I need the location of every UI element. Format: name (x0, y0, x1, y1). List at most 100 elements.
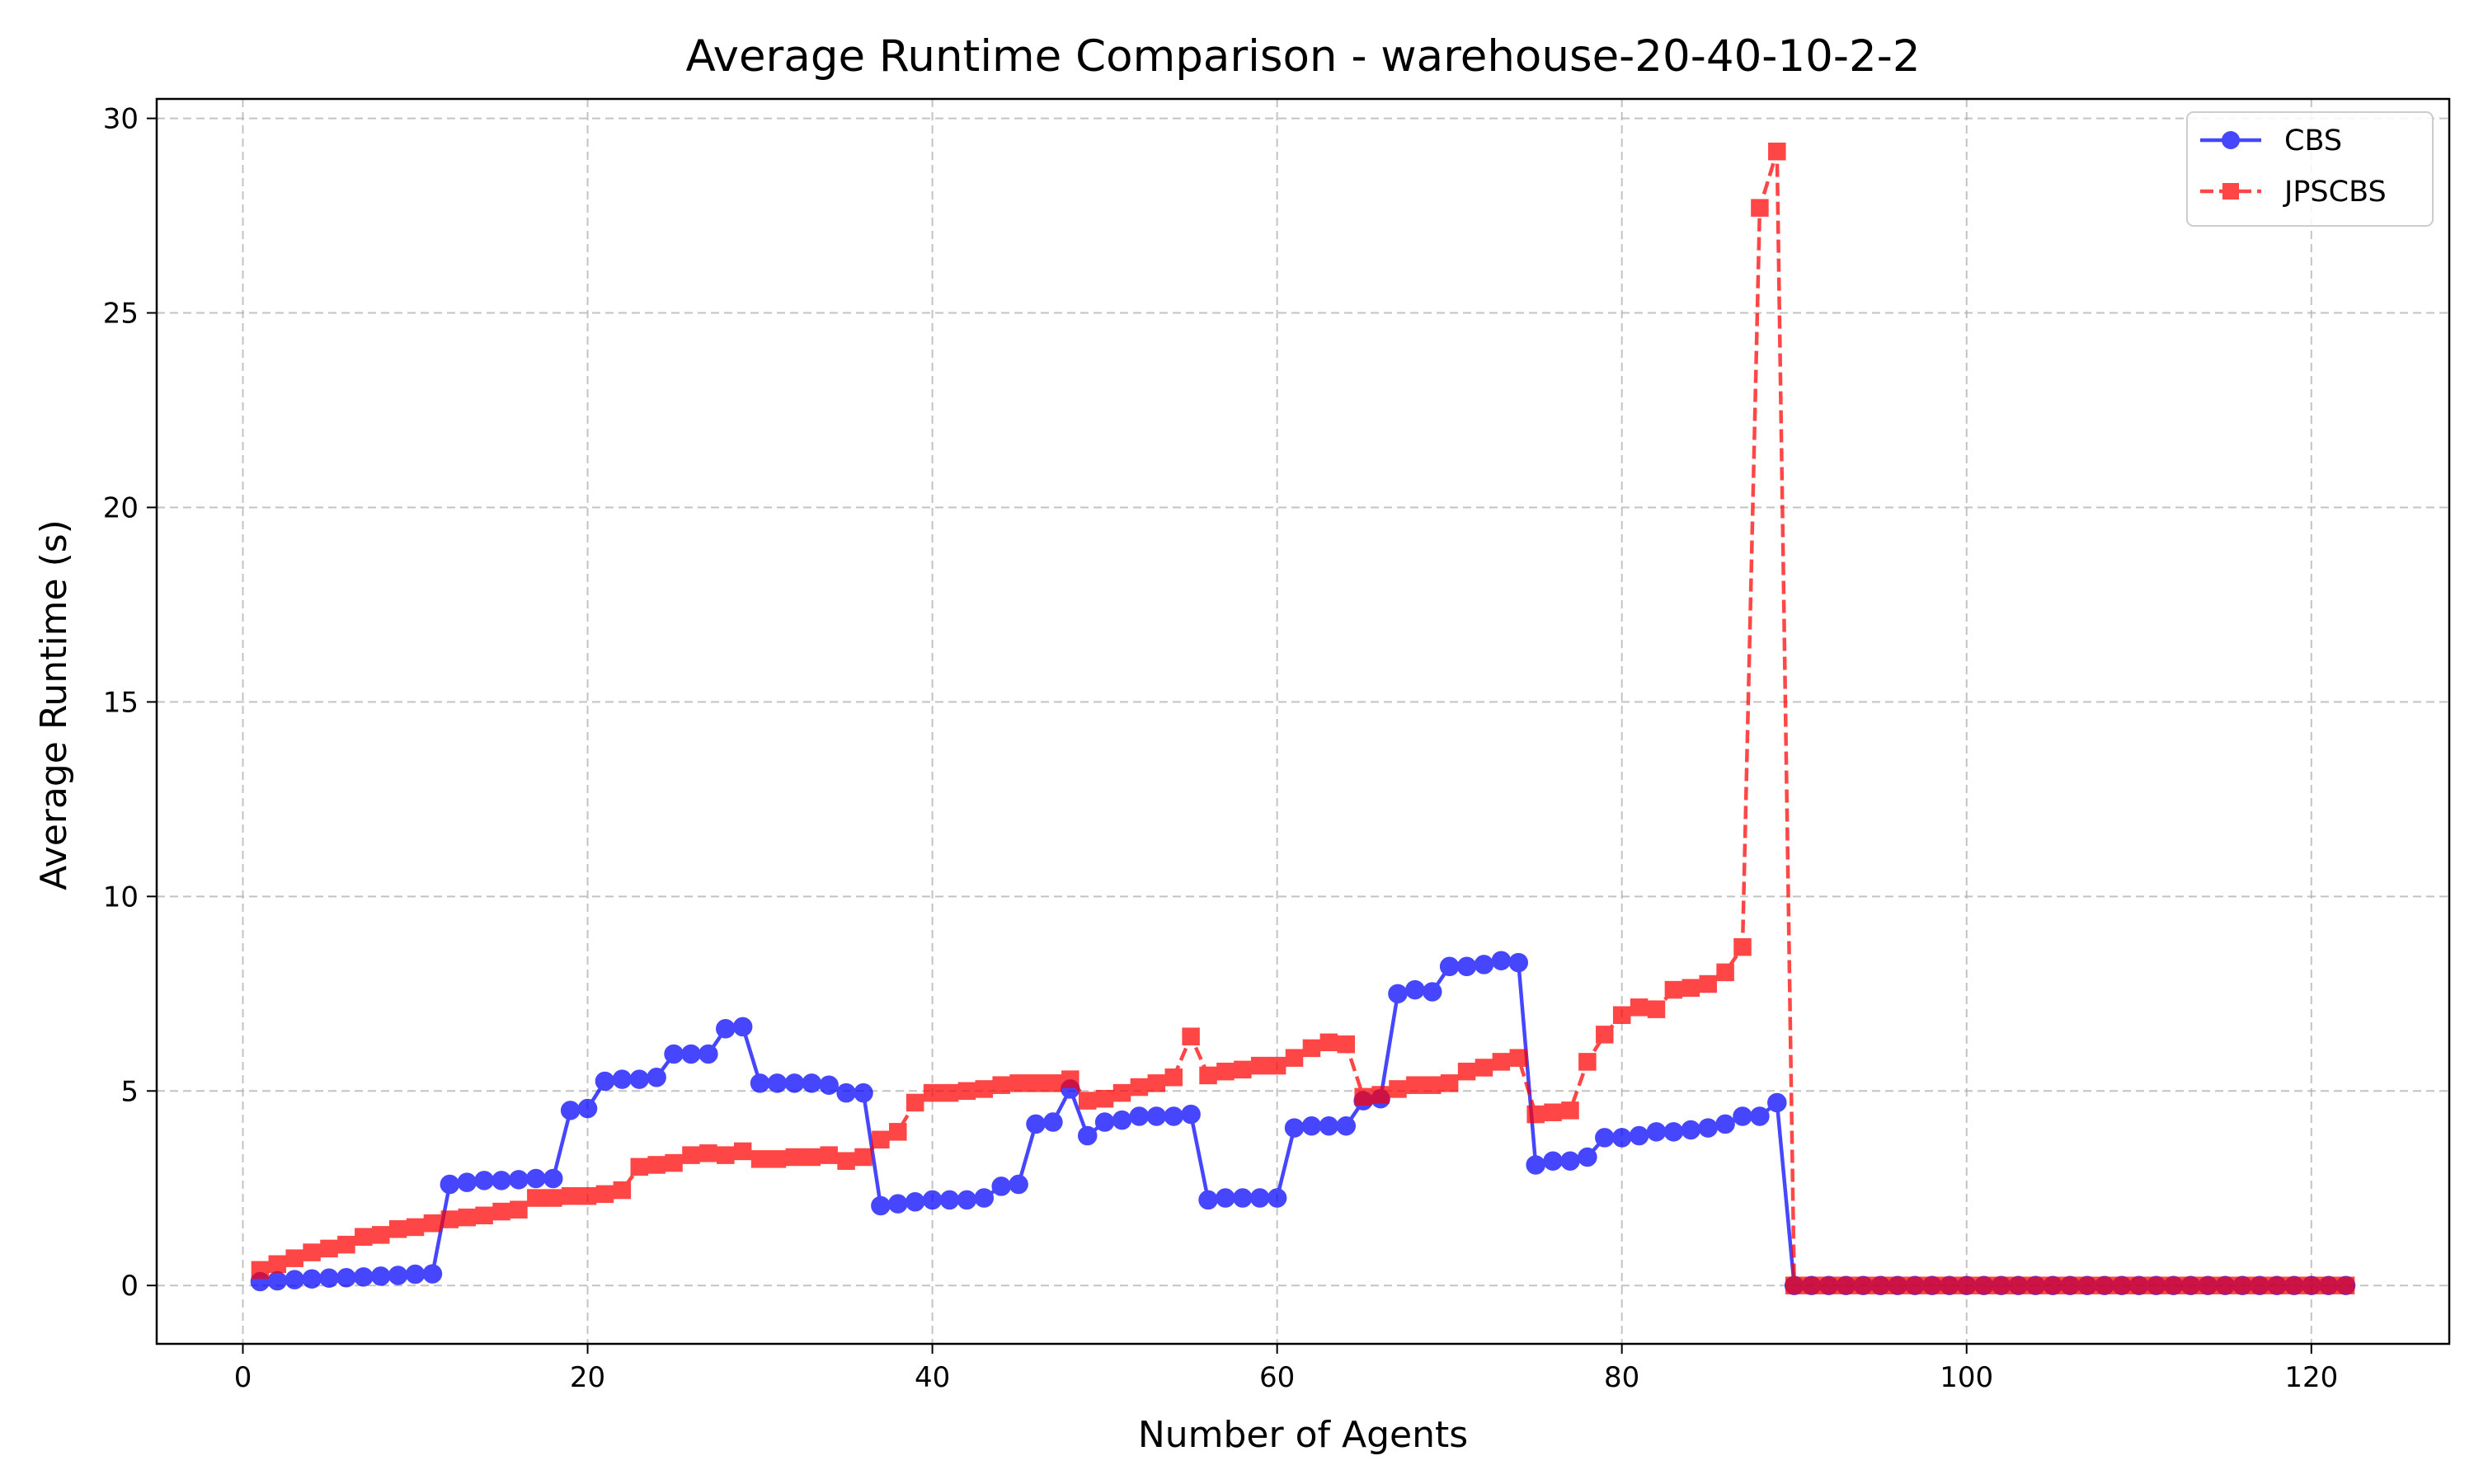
cbs-point (1526, 1155, 1545, 1175)
cbs-point (974, 1188, 995, 1208)
cbs-point (681, 1044, 701, 1064)
cbs-point (543, 1168, 563, 1189)
jpscbs-point (561, 1186, 580, 1205)
jpscbs-point (1819, 1276, 1838, 1294)
cbs-point (836, 1082, 856, 1103)
jpscbs-point (923, 1083, 942, 1102)
legend-label-cbs: CBS (2284, 124, 2342, 157)
jpscbs-point (2216, 1276, 2235, 1294)
jpscbs-point (1371, 1086, 1390, 1104)
cbs-point (991, 1176, 1011, 1196)
jpscbs-point (820, 1146, 838, 1164)
jpscbs-point (1699, 974, 1717, 993)
axis-ticks: 0 20 40 60 80 100 120 0 5 10 15 20 25 30 (103, 103, 2339, 1394)
cbs-point (1646, 1122, 1667, 1142)
jpscbs-point (527, 1189, 545, 1207)
cbs-point (422, 1264, 443, 1284)
cbs-point (819, 1075, 839, 1095)
jpscbs-point (1475, 1059, 1493, 1077)
jpscbs-point (1234, 1060, 1252, 1079)
jpscbs-point (854, 1148, 872, 1167)
jpscbs-point (665, 1153, 683, 1172)
cbs-point (405, 1264, 426, 1284)
jpscbs-point (1147, 1074, 1166, 1092)
jpscbs-point (1389, 1080, 1407, 1098)
cbs-point (1595, 1128, 1615, 1148)
jpscbs-point (458, 1208, 476, 1227)
cbs-point (939, 1190, 960, 1210)
cbs-point (492, 1171, 511, 1190)
jpscbs-point (1837, 1276, 1856, 1294)
jpscbs-point (682, 1146, 700, 1164)
jpscbs-point (371, 1226, 390, 1244)
jpscbs-point (320, 1239, 338, 1258)
jpscbs-point (2336, 1276, 2355, 1294)
jpscbs-point (1406, 1076, 1424, 1094)
cbs-point (1578, 1147, 1597, 1167)
jpscbs-point (750, 1150, 769, 1168)
jpscbs-point (768, 1150, 787, 1168)
cbs-point (647, 1068, 666, 1087)
y-tick-label: 0 (120, 1270, 139, 1303)
jpscbs-point (1457, 1062, 1476, 1081)
cbs-point (302, 1269, 322, 1289)
cbs-point (1715, 1114, 1735, 1134)
cbs-point (1267, 1188, 1287, 1208)
cbs-point (1456, 956, 1477, 977)
jpscbs-point (492, 1202, 510, 1221)
jpscbs-point (1319, 1033, 1338, 1052)
cbs-point (560, 1101, 581, 1120)
cbs-point (732, 1017, 753, 1037)
cbs-point (1094, 1112, 1115, 1132)
jpscbs-point (1044, 1074, 1062, 1092)
jpscbs-point (2251, 1276, 2269, 1294)
jpscbs-point (1940, 1276, 1959, 1294)
jpscbs-point (785, 1148, 804, 1167)
jpscbs-point (1216, 1062, 1235, 1081)
cbs-point (1129, 1106, 1150, 1126)
jpscbs-point (2078, 1276, 2096, 1294)
cbs-point (336, 1268, 356, 1288)
cbs-point (784, 1073, 805, 1093)
jpscbs-point (1302, 1039, 1321, 1058)
legend-label-jpscbs: JPSCBS (2283, 176, 2387, 209)
cbs-point (370, 1266, 391, 1286)
cbs-point (1733, 1106, 1752, 1126)
jpscbs-point (423, 1214, 442, 1233)
jpscbs-point (1992, 1276, 2011, 1294)
jpscbs-point (578, 1186, 597, 1205)
x-axis-label: Number of Agents (1138, 1414, 1468, 1456)
cbs-point (1698, 1118, 1718, 1138)
cbs-point (1423, 982, 1442, 1002)
jpscbs-point (595, 1185, 614, 1204)
jpscbs-point (802, 1148, 821, 1167)
jpscbs-point (1526, 1105, 1545, 1124)
cbs-point (509, 1170, 529, 1190)
cbs-point (457, 1172, 477, 1192)
jpscbs-point (2113, 1276, 2131, 1294)
jpscbs-point (510, 1200, 528, 1219)
x-tick-label: 0 (234, 1361, 252, 1394)
jpscbs-point (1630, 998, 1649, 1017)
grid (157, 99, 2449, 1344)
jpscbs-point (2130, 1276, 2148, 1294)
cbs-point (1405, 979, 1425, 1000)
jpscbs-point (2268, 1276, 2286, 1294)
jpscbs-point (1751, 199, 1769, 217)
cbs-point (1439, 956, 1460, 977)
cbs-point (1474, 955, 1494, 974)
cbs-point (1181, 1104, 1201, 1125)
cbs-point (1009, 1174, 1028, 1195)
cbs-point (1629, 1125, 1649, 1146)
jpscbs-point (1923, 1276, 1941, 1294)
cbs-point (1249, 1188, 1270, 1208)
legend-marker (2222, 131, 2240, 149)
x-tick-label: 40 (915, 1361, 950, 1394)
chart-title: Average Runtime Comparison - warehouse-2… (685, 31, 1920, 82)
jpscbs-point (1578, 1053, 1597, 1071)
x-tick-label: 80 (1604, 1361, 1639, 1394)
jpscbs-point (1733, 937, 1752, 956)
cbs-point (1077, 1125, 1098, 1146)
